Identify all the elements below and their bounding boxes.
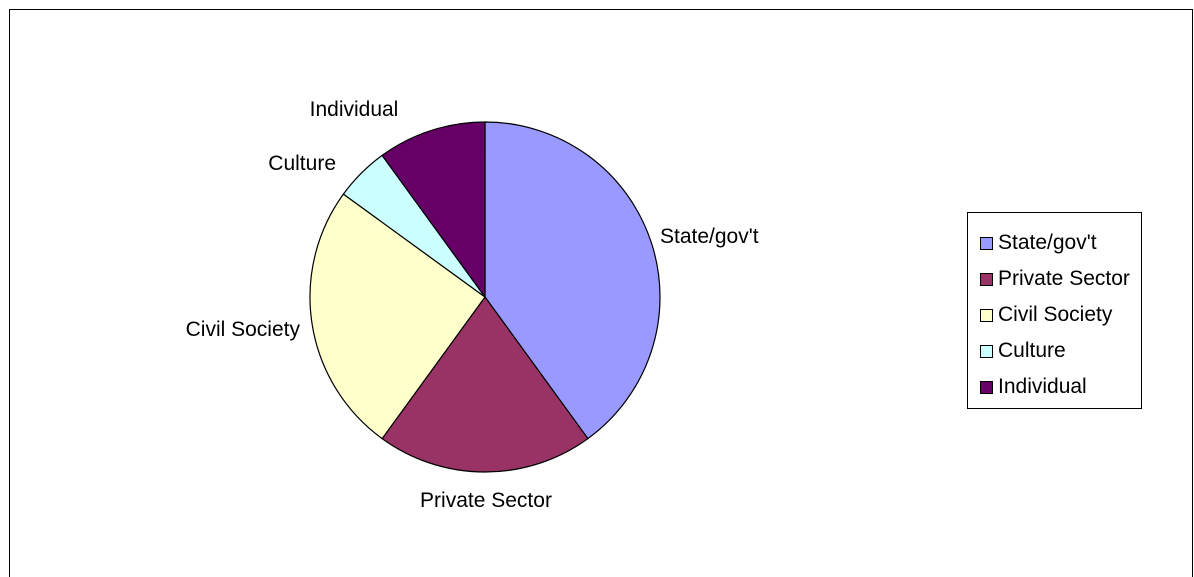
legend-item-state-govt: State/gov't: [968, 225, 1141, 261]
legend-label: Culture: [998, 339, 1066, 362]
slice-label-individual: Individual: [310, 98, 399, 121]
legend-item-individual: Individual: [968, 369, 1141, 405]
legend-swatch: [980, 272, 993, 286]
legend-label: Individual: [998, 375, 1087, 398]
legend-label: State/gov't: [998, 231, 1097, 254]
pie-slices: [309, 121, 661, 473]
legend-label: Civil Society: [998, 303, 1113, 326]
legend-item-private-sector: Private Sector: [968, 261, 1141, 297]
legend-item-culture: Culture: [968, 333, 1141, 369]
pie-slice-state-gov-t: [484, 121, 661, 440]
legend-item-civil-society: Civil Society: [968, 297, 1141, 333]
legend-swatch: [980, 380, 993, 394]
pie-slice-individual: [381, 121, 486, 299]
pie-slice-private-sector: [381, 295, 589, 473]
pie-slice-civil-society: [309, 193, 486, 440]
slice-label-state-gov-t: State/gov't: [660, 225, 759, 248]
slice-label-private-sector: Private Sector: [420, 489, 552, 512]
legend-swatch: [980, 308, 993, 322]
slice-label-civil-society: Civil Society: [186, 318, 301, 341]
legend-swatch: [980, 236, 993, 250]
legend-swatch: [980, 344, 993, 358]
legend: State/gov't Private Sector Civil Society…: [967, 212, 1142, 409]
legend-label: Private Sector: [998, 267, 1130, 290]
slice-label-culture: Culture: [268, 152, 336, 175]
slice-labels: State/gov't Private Sector Civil Society Cu…: [186, 98, 759, 512]
